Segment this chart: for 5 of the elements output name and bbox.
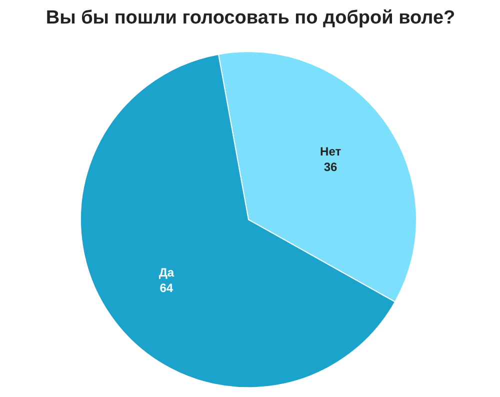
data-label: 64 [160,280,174,295]
slice-label: Да [158,265,174,280]
data-label: 36 [324,160,338,174]
slice-label: Нет [320,144,342,158]
chart-title: Вы бы пошли голосовать по доброй воле? [46,8,456,28]
